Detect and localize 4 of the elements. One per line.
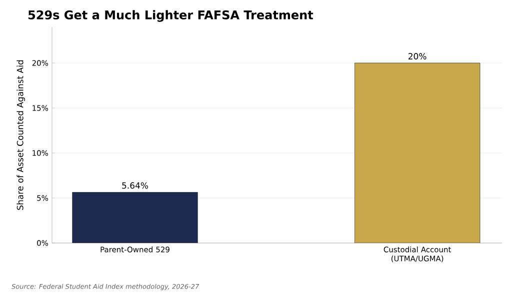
chart-title: 529s Get a Much Lighter FAFSA Treatment xyxy=(28,10,314,22)
data-label: 5.64% xyxy=(122,182,148,189)
y-axis-title: Share of Asset Counted Against Aid xyxy=(16,60,25,210)
data-label: 20% xyxy=(408,53,426,60)
